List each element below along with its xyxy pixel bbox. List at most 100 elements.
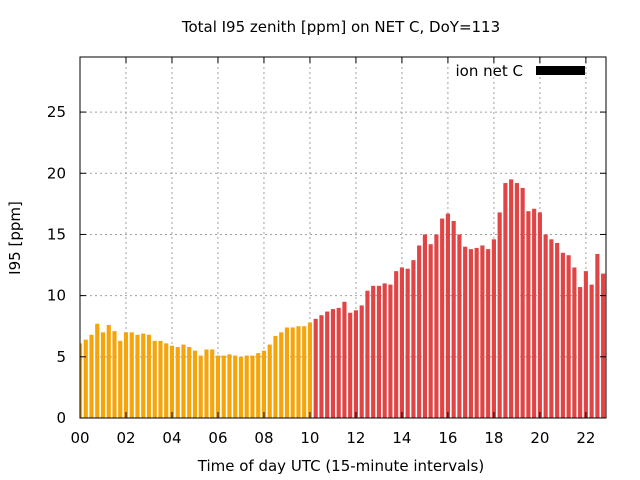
- bar: [319, 315, 324, 418]
- bar: [146, 334, 152, 418]
- bar: [445, 213, 450, 418]
- bar: [330, 309, 336, 418]
- bar: [158, 340, 163, 418]
- bar: [434, 234, 439, 418]
- x-tick-label: 06: [208, 429, 227, 447]
- bar: [187, 347, 192, 418]
- bar: [388, 284, 393, 418]
- bar: [135, 334, 140, 418]
- bar: [204, 349, 209, 418]
- bar: [273, 336, 278, 418]
- bar: [589, 284, 594, 418]
- bar: [359, 305, 364, 418]
- bar: [80, 343, 83, 418]
- tick-labels: 00 02 04 06 08 10 12 14 16 18 20 22 0 5 10 15 20 25: [47, 103, 596, 447]
- bar: [221, 355, 226, 418]
- bar: [256, 353, 261, 418]
- bar: [123, 332, 129, 418]
- chart-title: Total I95 zenith [ppm] on NET C, DoY=113: [181, 18, 500, 36]
- bar: [307, 322, 313, 418]
- bar: [175, 347, 180, 418]
- bar: [382, 283, 387, 418]
- y-tick-label: 0: [56, 409, 66, 427]
- bar: [279, 332, 284, 418]
- bar: [543, 234, 548, 418]
- x-axis-label: Time of day UTC (15-minute intervals): [197, 457, 484, 475]
- x-tick-label: 12: [346, 429, 365, 447]
- bar: [497, 212, 502, 418]
- bar: [537, 212, 542, 418]
- bar: [394, 271, 399, 418]
- bar: [520, 187, 525, 418]
- bar: [526, 211, 531, 418]
- x-tick-label: 18: [484, 429, 503, 447]
- x-tick-label: 00: [70, 429, 89, 447]
- bar: [348, 312, 353, 418]
- bar: [192, 350, 198, 418]
- y-axis-label: I95 [ppm]: [6, 201, 24, 275]
- bar: [302, 326, 307, 418]
- x-tick-label: 02: [116, 429, 135, 447]
- bar: [181, 344, 186, 418]
- bar: [118, 340, 123, 418]
- bar: [342, 301, 347, 418]
- bar: [468, 249, 473, 418]
- bar: [353, 310, 359, 418]
- bar: [572, 267, 577, 418]
- bar: [250, 355, 255, 418]
- bar: [210, 349, 215, 418]
- bar: [474, 247, 479, 418]
- bar: [100, 332, 106, 418]
- bar: [428, 244, 433, 418]
- bar: [417, 245, 422, 418]
- bar: [595, 254, 600, 418]
- bar: [457, 234, 462, 418]
- bar: [267, 344, 272, 418]
- bar: [514, 183, 519, 418]
- bar: [129, 332, 134, 418]
- legend: ion net C: [456, 62, 585, 80]
- x-tick-label: 10: [300, 429, 319, 447]
- bar: [371, 285, 376, 418]
- plot-frame: [79, 56, 607, 419]
- bar: [405, 268, 410, 418]
- x-tick-label: 08: [254, 429, 273, 447]
- bar: [480, 245, 485, 418]
- x-tick-label: 04: [162, 429, 181, 447]
- bar: [89, 334, 94, 418]
- bar: [549, 239, 554, 418]
- bar: [555, 243, 560, 418]
- bar: [152, 340, 157, 418]
- x-tick-label: 16: [438, 429, 457, 447]
- bar: [583, 271, 588, 418]
- bar: [313, 318, 318, 418]
- bar: [233, 355, 238, 418]
- y-tick-label: 10: [47, 287, 66, 305]
- bar: [451, 220, 456, 418]
- bar: [198, 355, 203, 418]
- y-tick-label: 25: [47, 103, 66, 121]
- bar: [578, 287, 583, 418]
- x-tick-label: 22: [576, 429, 595, 447]
- legend-swatch: [536, 66, 585, 75]
- bar: [399, 267, 404, 418]
- legend-label: ion net C: [456, 62, 523, 80]
- bar: [336, 307, 341, 418]
- bar: [503, 183, 508, 418]
- bar: [164, 343, 169, 418]
- bar: [532, 208, 537, 418]
- bar: [486, 249, 491, 418]
- y-tick-label: 15: [47, 225, 66, 243]
- bar: [244, 355, 249, 418]
- bar: [95, 323, 100, 418]
- bars: [80, 179, 606, 418]
- bar: [411, 260, 416, 418]
- bar: [106, 324, 111, 418]
- bar: [227, 354, 232, 418]
- bar: [376, 285, 381, 418]
- bar: [238, 356, 244, 418]
- bar: [169, 345, 175, 418]
- bar: [491, 239, 496, 418]
- bar: [509, 179, 514, 418]
